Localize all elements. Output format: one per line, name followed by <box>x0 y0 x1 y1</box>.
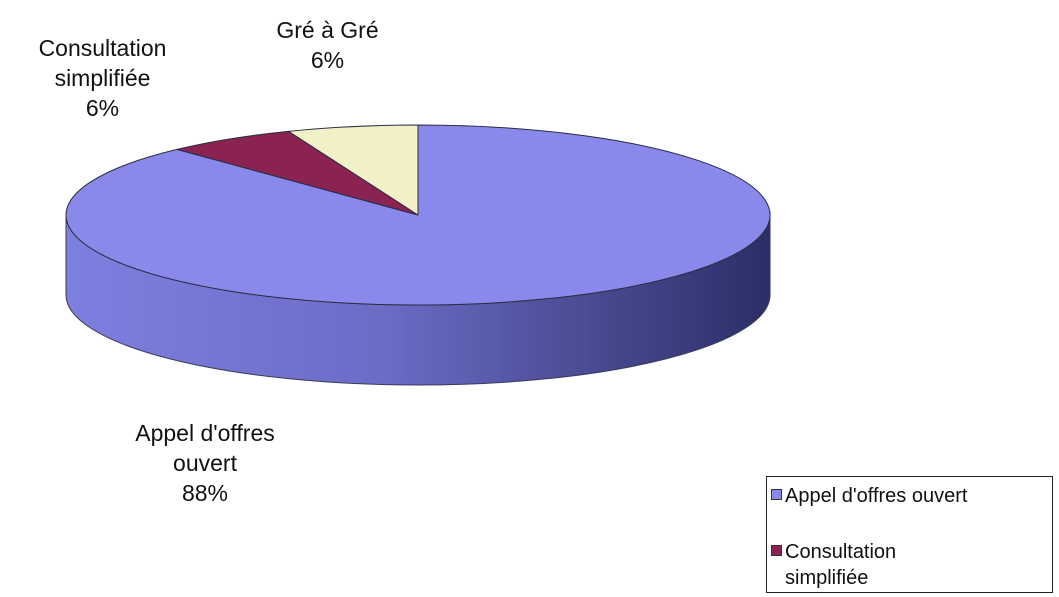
legend-label: Appel d'offres ouvert <box>785 485 968 507</box>
legend-swatch-consultation-simplifiee <box>771 545 782 556</box>
legend-swatch-appel-doffres-ouvert <box>771 489 782 500</box>
data-label-gre-a-gre: Gré à Gré 6% <box>276 17 379 73</box>
legend-label: Consultation simplifiée <box>785 541 897 589</box>
pie-slice-1 <box>176 130 419 216</box>
legend: Appel d'offres ouvert Consultation simpl… <box>766 476 1053 593</box>
data-label-appel-doffres-ouvert: Appel d'offres ouvert 88% <box>135 420 275 506</box>
data-label-consultation-simplifiee: Consultation simplifiée 6% <box>38 35 167 121</box>
pie-slice-2 <box>287 124 419 216</box>
